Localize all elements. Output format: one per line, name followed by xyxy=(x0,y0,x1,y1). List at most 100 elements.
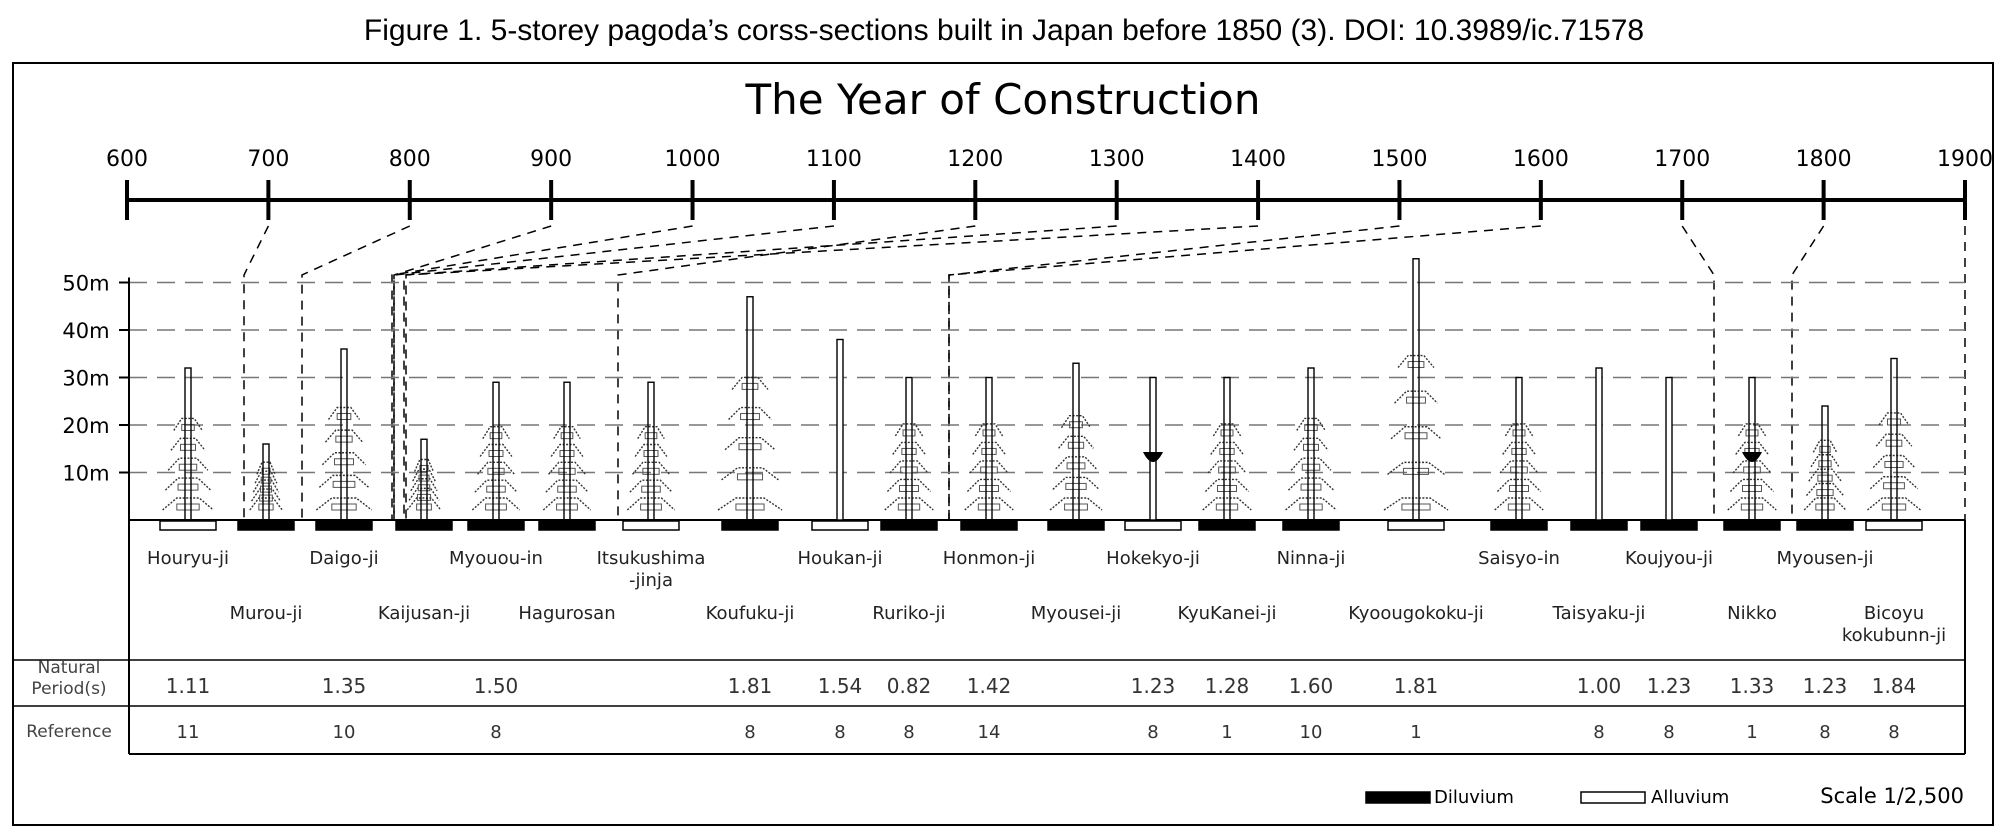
pagoda-storey xyxy=(1881,503,1907,511)
pagoda-name: Honmon-ji xyxy=(943,548,1035,569)
pagoda-roof xyxy=(1394,390,1438,404)
pagoda-pillar xyxy=(1665,376,1673,521)
pagoda-section xyxy=(880,376,938,531)
pagoda-roof xyxy=(479,443,513,457)
pagoda-storey xyxy=(558,467,576,475)
pagoda-roof xyxy=(167,457,209,471)
pagoda-roof xyxy=(728,406,772,421)
pagoda-storey xyxy=(331,503,357,511)
timeline-connector xyxy=(948,225,1541,520)
pagoda-storey xyxy=(417,484,431,492)
pagoda-storey xyxy=(557,485,577,493)
pagoda-name: Hagurosan xyxy=(518,603,615,624)
pagoda-roof xyxy=(1494,497,1544,511)
pagoda-storey xyxy=(1220,429,1234,437)
pagoda-pillar xyxy=(1821,405,1829,521)
pagoda-name: Koujyou-ji xyxy=(1625,548,1713,569)
pagoda-storey xyxy=(1401,503,1431,511)
pagoda-roof xyxy=(1737,423,1767,437)
timeline-tick-label: 1600 xyxy=(1513,147,1569,172)
timeline-tick-label: 900 xyxy=(530,147,572,172)
pagoda-roof xyxy=(1499,460,1539,474)
foundation-alluvium xyxy=(1124,520,1182,531)
pagoda-storey xyxy=(735,503,765,511)
pagoda-storey xyxy=(643,449,659,457)
pagoda-storey xyxy=(1064,503,1088,511)
natural-period-value: 1.42 xyxy=(967,674,1012,698)
pagoda-storey xyxy=(1816,489,1834,497)
natural-period-value: 1.54 xyxy=(818,674,863,698)
pagoda-section xyxy=(717,296,783,531)
pagoda-storey xyxy=(1299,503,1323,511)
pagoda-section xyxy=(1124,376,1182,531)
pagoda-section xyxy=(1047,362,1105,531)
reference-value: 8 xyxy=(490,722,501,743)
pagoda-section xyxy=(1570,367,1628,531)
pagoda-pillar xyxy=(492,381,500,521)
pagoda-storey xyxy=(1219,447,1235,455)
pagoda-roof xyxy=(1212,423,1242,437)
pagoda-pillar xyxy=(1595,367,1603,521)
pagoda-storey xyxy=(559,449,575,457)
pagoda-storey xyxy=(332,480,356,488)
pagoda-name: kokubunn-ji xyxy=(1842,625,1946,646)
timeline-connector xyxy=(393,225,552,520)
pagoda-roof xyxy=(1878,412,1910,426)
pagoda-roof xyxy=(545,479,589,493)
pagoda-storey xyxy=(1740,503,1764,511)
pagoda-name: Daigo-ji xyxy=(309,548,378,569)
pagoda-pillar xyxy=(647,381,655,521)
foundation-alluvium xyxy=(159,520,217,531)
pagoda-roof xyxy=(969,460,1009,474)
foundation-diluvium xyxy=(1198,520,1256,531)
pagoda-roof xyxy=(1202,497,1252,511)
pagoda-storey xyxy=(260,476,272,484)
pagoda-storey xyxy=(641,485,661,493)
pagoda-roof xyxy=(170,437,206,451)
pagoda-roof xyxy=(1810,454,1840,468)
timeline-tick-label: 1000 xyxy=(665,147,721,172)
pagoda-roof xyxy=(637,425,665,440)
pagoda-storey xyxy=(1742,484,1762,492)
pagoda-section xyxy=(960,376,1018,531)
pagoda-pillar xyxy=(262,443,270,521)
pagoda-roof xyxy=(321,452,367,466)
pagoda-name: Ninna-ji xyxy=(1277,548,1346,569)
foundation-diluvium xyxy=(1490,520,1548,531)
reference-value: 11 xyxy=(177,722,200,743)
natural-period-value: 1.35 xyxy=(322,674,367,698)
pagoda-section xyxy=(315,348,373,531)
pagoda-name: KyuKanei-ji xyxy=(1177,603,1276,624)
pagoda-pillar xyxy=(1890,357,1898,521)
pagoda-name: Bicoyu xyxy=(1864,603,1924,624)
pagoda-storey xyxy=(178,463,198,471)
pagoda-storey xyxy=(640,503,662,511)
natural-period-value: 0.82 xyxy=(887,674,932,698)
pagoda-storey xyxy=(416,503,432,511)
pagoda-storey xyxy=(644,432,658,440)
pagoda-roof xyxy=(254,470,278,484)
pagoda-storey xyxy=(736,473,764,481)
pagoda-section xyxy=(1383,258,1449,531)
height-tick-label: 40m xyxy=(62,319,109,343)
pagoda-roof xyxy=(412,468,436,482)
pagoda-name: Koufuku-ji xyxy=(706,603,795,624)
pagoda-name: Houkan-ji xyxy=(798,548,883,569)
pagoda-storey xyxy=(1886,418,1902,426)
pagoda-roof xyxy=(408,487,440,501)
height-axis: 50m 40m 30m 20m 10m xyxy=(62,272,1965,754)
pagoda-pillar xyxy=(905,376,913,521)
pagoda-roof xyxy=(1397,354,1435,368)
pagoda-roof xyxy=(1727,497,1777,511)
pagoda-roof xyxy=(249,497,283,511)
pagoda-roof xyxy=(721,467,779,481)
pagoda-storey xyxy=(180,443,196,451)
reference-value: 10 xyxy=(333,722,356,743)
legend-diluvium-label: Diluvium xyxy=(1434,787,1514,808)
timeline-connector xyxy=(393,225,835,520)
legend-alluvium-label: Alluvium xyxy=(1651,787,1729,808)
foundation-diluvium xyxy=(237,520,295,531)
pagoda-roof xyxy=(717,497,783,511)
pagoda-diagram: The Year of Construction 600 700 800 900 100… xyxy=(14,75,1993,808)
pagoda-name: -jinja xyxy=(629,570,673,591)
